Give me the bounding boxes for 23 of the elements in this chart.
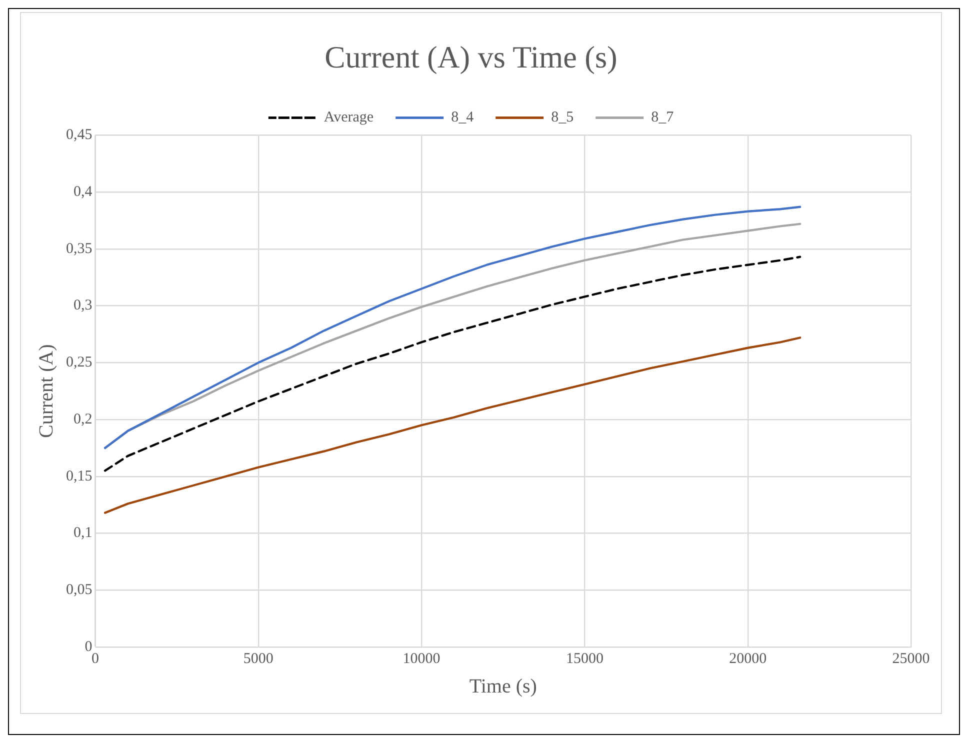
x-tick-label: 15000: [566, 650, 604, 667]
x-tick-label: 5000: [243, 650, 274, 667]
y-tick-label: 0,15: [66, 468, 92, 484]
line-series: [104, 256, 802, 472]
legend-label: 8_5: [551, 110, 574, 126]
legend-label: Average: [324, 110, 374, 126]
y-axis-title: Current (A): [35, 344, 58, 438]
y-tick-label: 0,3: [74, 298, 92, 314]
x-tick-label: 10000: [402, 650, 440, 667]
y-tick-label: 0: [84, 638, 92, 655]
y-tick-label: 0,45: [66, 127, 92, 144]
x-axis-title: Time (s): [469, 675, 537, 698]
y-tick-label: 0,1: [74, 525, 92, 542]
chart-title: Current (A) vs Time (s): [324, 40, 618, 75]
x-tick-label: 25000: [892, 650, 930, 667]
y-tick-label: 0,4: [74, 184, 93, 200]
x-tick-label: 20000: [729, 650, 767, 667]
y-tick-label: 0,35: [66, 240, 92, 257]
y-tick-label: 0,25: [66, 354, 92, 371]
legend-label: 8_7: [651, 110, 674, 126]
y-tick-label: 0,05: [66, 582, 92, 598]
legend-label: 8_4: [451, 110, 474, 126]
y-tick-label: 0,2: [74, 411, 92, 428]
